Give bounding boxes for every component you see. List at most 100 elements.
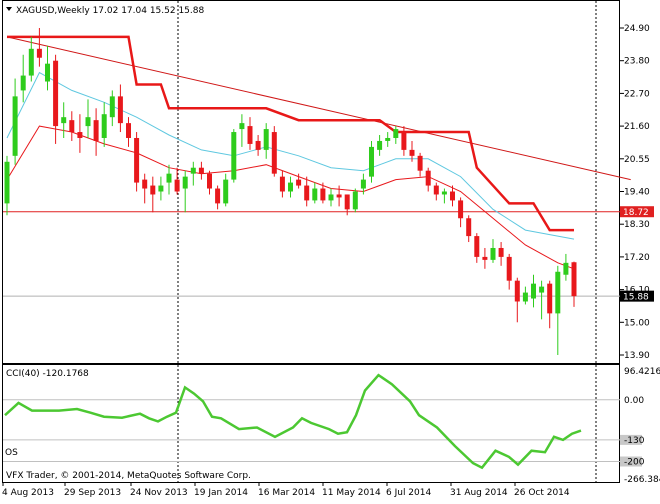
candlestick-series [4,28,577,355]
candle[interactable] [93,108,99,156]
candle[interactable] [352,188,358,213]
price-tick-label: 24.90 [624,24,650,34]
candle[interactable] [36,28,42,67]
candle[interactable] [20,54,26,103]
trendline[interactable] [6,36,631,181]
candle[interactable] [134,132,140,192]
candle[interactable] [490,239,496,263]
hline-price-tag-label: 18.72 [623,208,649,218]
candle[interactable] [61,102,67,138]
candle[interactable] [433,182,439,201]
candle[interactable] [320,182,326,204]
current-price-tag [620,290,654,302]
candle-body [401,132,407,150]
candle[interactable] [498,242,504,266]
candle[interactable] [109,90,115,127]
candle[interactable] [571,261,577,307]
candle[interactable] [344,194,350,216]
candle[interactable] [223,173,229,207]
candle[interactable] [231,129,237,183]
candle[interactable] [126,117,131,147]
candle[interactable] [312,182,318,204]
candle-body [12,96,18,156]
candle-body [93,120,99,141]
candle[interactable] [547,280,553,329]
candle[interactable] [514,277,520,323]
candle-body [531,283,536,299]
candle[interactable] [255,135,261,156]
candle[interactable] [441,188,447,204]
candle[interactable] [377,135,383,156]
candle[interactable] [101,102,107,147]
candle[interactable] [263,123,269,159]
cci-tick-label: -266.384 [624,475,660,485]
candle[interactable] [458,197,464,228]
candle[interactable] [247,117,253,150]
candle-body [61,117,67,124]
candle[interactable] [385,132,391,147]
candle[interactable] [563,253,569,281]
candle-body [126,123,131,138]
candle-body [28,48,34,76]
candle[interactable] [142,173,148,204]
candle[interactable] [450,185,455,207]
time-tick-label: 4 Aug 2013 [2,488,54,498]
candle[interactable] [482,247,488,269]
cci-level-tag [620,434,642,445]
candle[interactable] [77,114,83,153]
candle-body [498,247,504,257]
candle[interactable] [393,126,399,144]
candle[interactable] [190,161,196,186]
candle[interactable] [401,126,407,156]
candle-body [328,194,334,201]
candle-body [223,179,229,204]
candle[interactable] [296,173,302,189]
candle-body [409,149,415,156]
candle[interactable] [522,286,528,305]
candle[interactable] [417,152,423,177]
candle[interactable] [555,265,561,355]
candle[interactable] [531,274,536,308]
candle[interactable] [304,176,310,207]
candle[interactable] [69,111,75,141]
candle[interactable] [474,233,480,263]
trailing-stop-line [7,35,574,232]
candle[interactable] [506,253,512,290]
candle[interactable] [288,176,293,198]
candle-body [377,140,383,150]
candle[interactable] [425,167,431,192]
candle[interactable] [166,164,172,195]
candle[interactable] [174,167,180,195]
cci-tick-label: -200 [624,458,645,468]
price-panel[interactable] [2,0,620,364]
candle[interactable] [85,99,91,138]
triangle-down-icon[interactable] [6,7,12,11]
candle[interactable] [360,173,366,195]
candle[interactable] [150,176,156,213]
candle[interactable] [539,280,545,320]
candle[interactable] [279,170,285,198]
chart-title: XAGUSD,Weekly 17.02 17.04 15.52 15.88 [16,6,204,16]
candle[interactable] [328,188,334,207]
candle[interactable] [409,140,415,162]
candle-body [36,48,42,58]
candle[interactable] [336,185,342,207]
candle[interactable] [466,215,472,243]
candle-body [207,173,212,189]
candle[interactable] [4,155,10,216]
candle[interactable] [239,114,245,147]
candle[interactable] [271,126,277,177]
candle[interactable] [207,170,212,195]
candle-body [425,170,431,186]
candle[interactable] [28,36,34,82]
copyright-text: VFX Trader, © 2001-2014, MetaQuotes Soft… [6,471,251,481]
candle[interactable] [369,140,374,183]
candle[interactable] [53,54,59,144]
candle[interactable] [158,176,164,201]
candle[interactable] [45,45,50,91]
candle[interactable] [215,185,221,210]
candle[interactable] [198,161,204,180]
candle[interactable] [117,84,123,133]
candle[interactable] [182,170,188,213]
candle[interactable] [12,78,18,165]
